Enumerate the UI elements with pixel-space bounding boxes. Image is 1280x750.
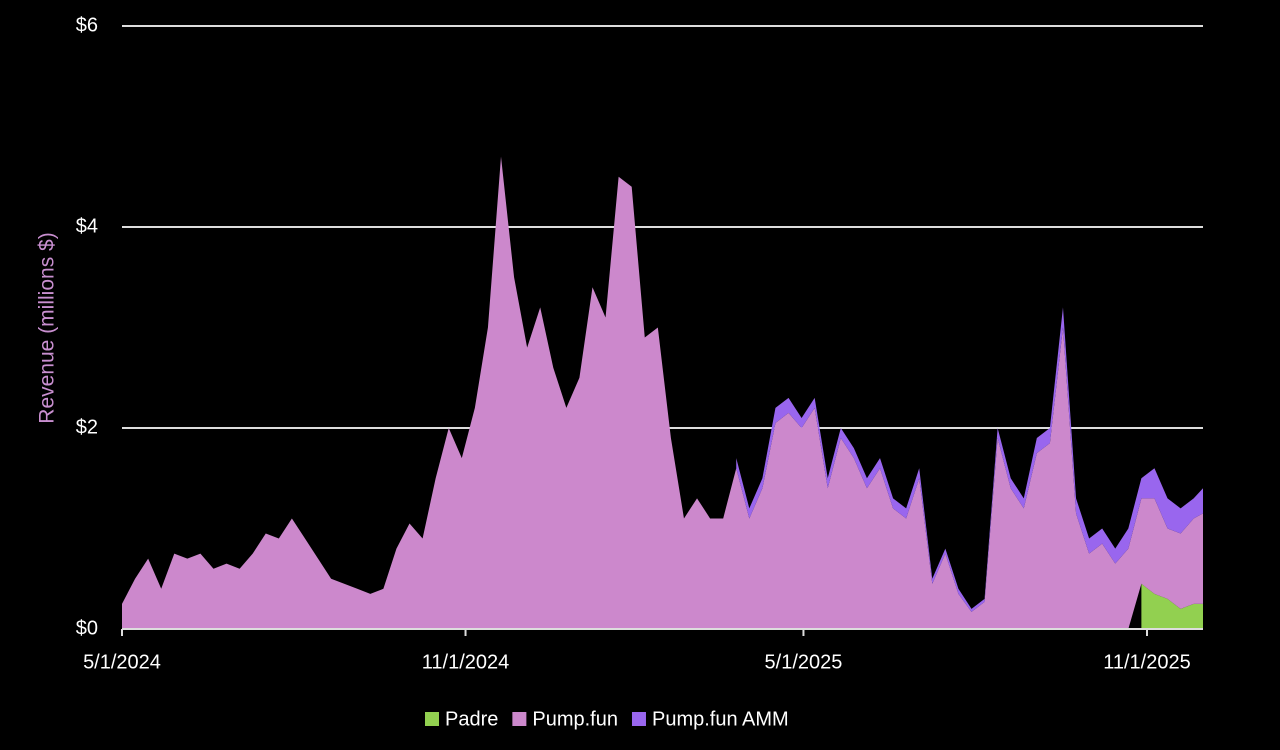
legend-swatch xyxy=(631,712,646,726)
legend-label: Pump.fun xyxy=(532,708,618,730)
area xyxy=(736,307,1203,612)
area xyxy=(122,156,1203,629)
legend-label: Pump.fun AMM xyxy=(652,708,789,730)
x-tick-label: 11/1/2025 xyxy=(1103,651,1191,673)
legend-swatch xyxy=(512,712,527,726)
y-axis-label: Revenue (millions $) xyxy=(36,232,59,423)
y-tick-label: $0 xyxy=(76,617,98,639)
legend-swatch xyxy=(425,712,439,726)
y-tick-label: $2 xyxy=(76,416,98,438)
x-tick-label: 5/1/2025 xyxy=(765,651,843,673)
x-tick-label: 11/1/2024 xyxy=(422,651,510,673)
x-tick-label: 5/1/2024 xyxy=(83,651,161,673)
legend-label: Padre xyxy=(445,708,498,730)
area xyxy=(1141,583,1203,629)
y-tick-label: $6 xyxy=(76,14,98,36)
y-tick-label: $4 xyxy=(76,215,98,237)
